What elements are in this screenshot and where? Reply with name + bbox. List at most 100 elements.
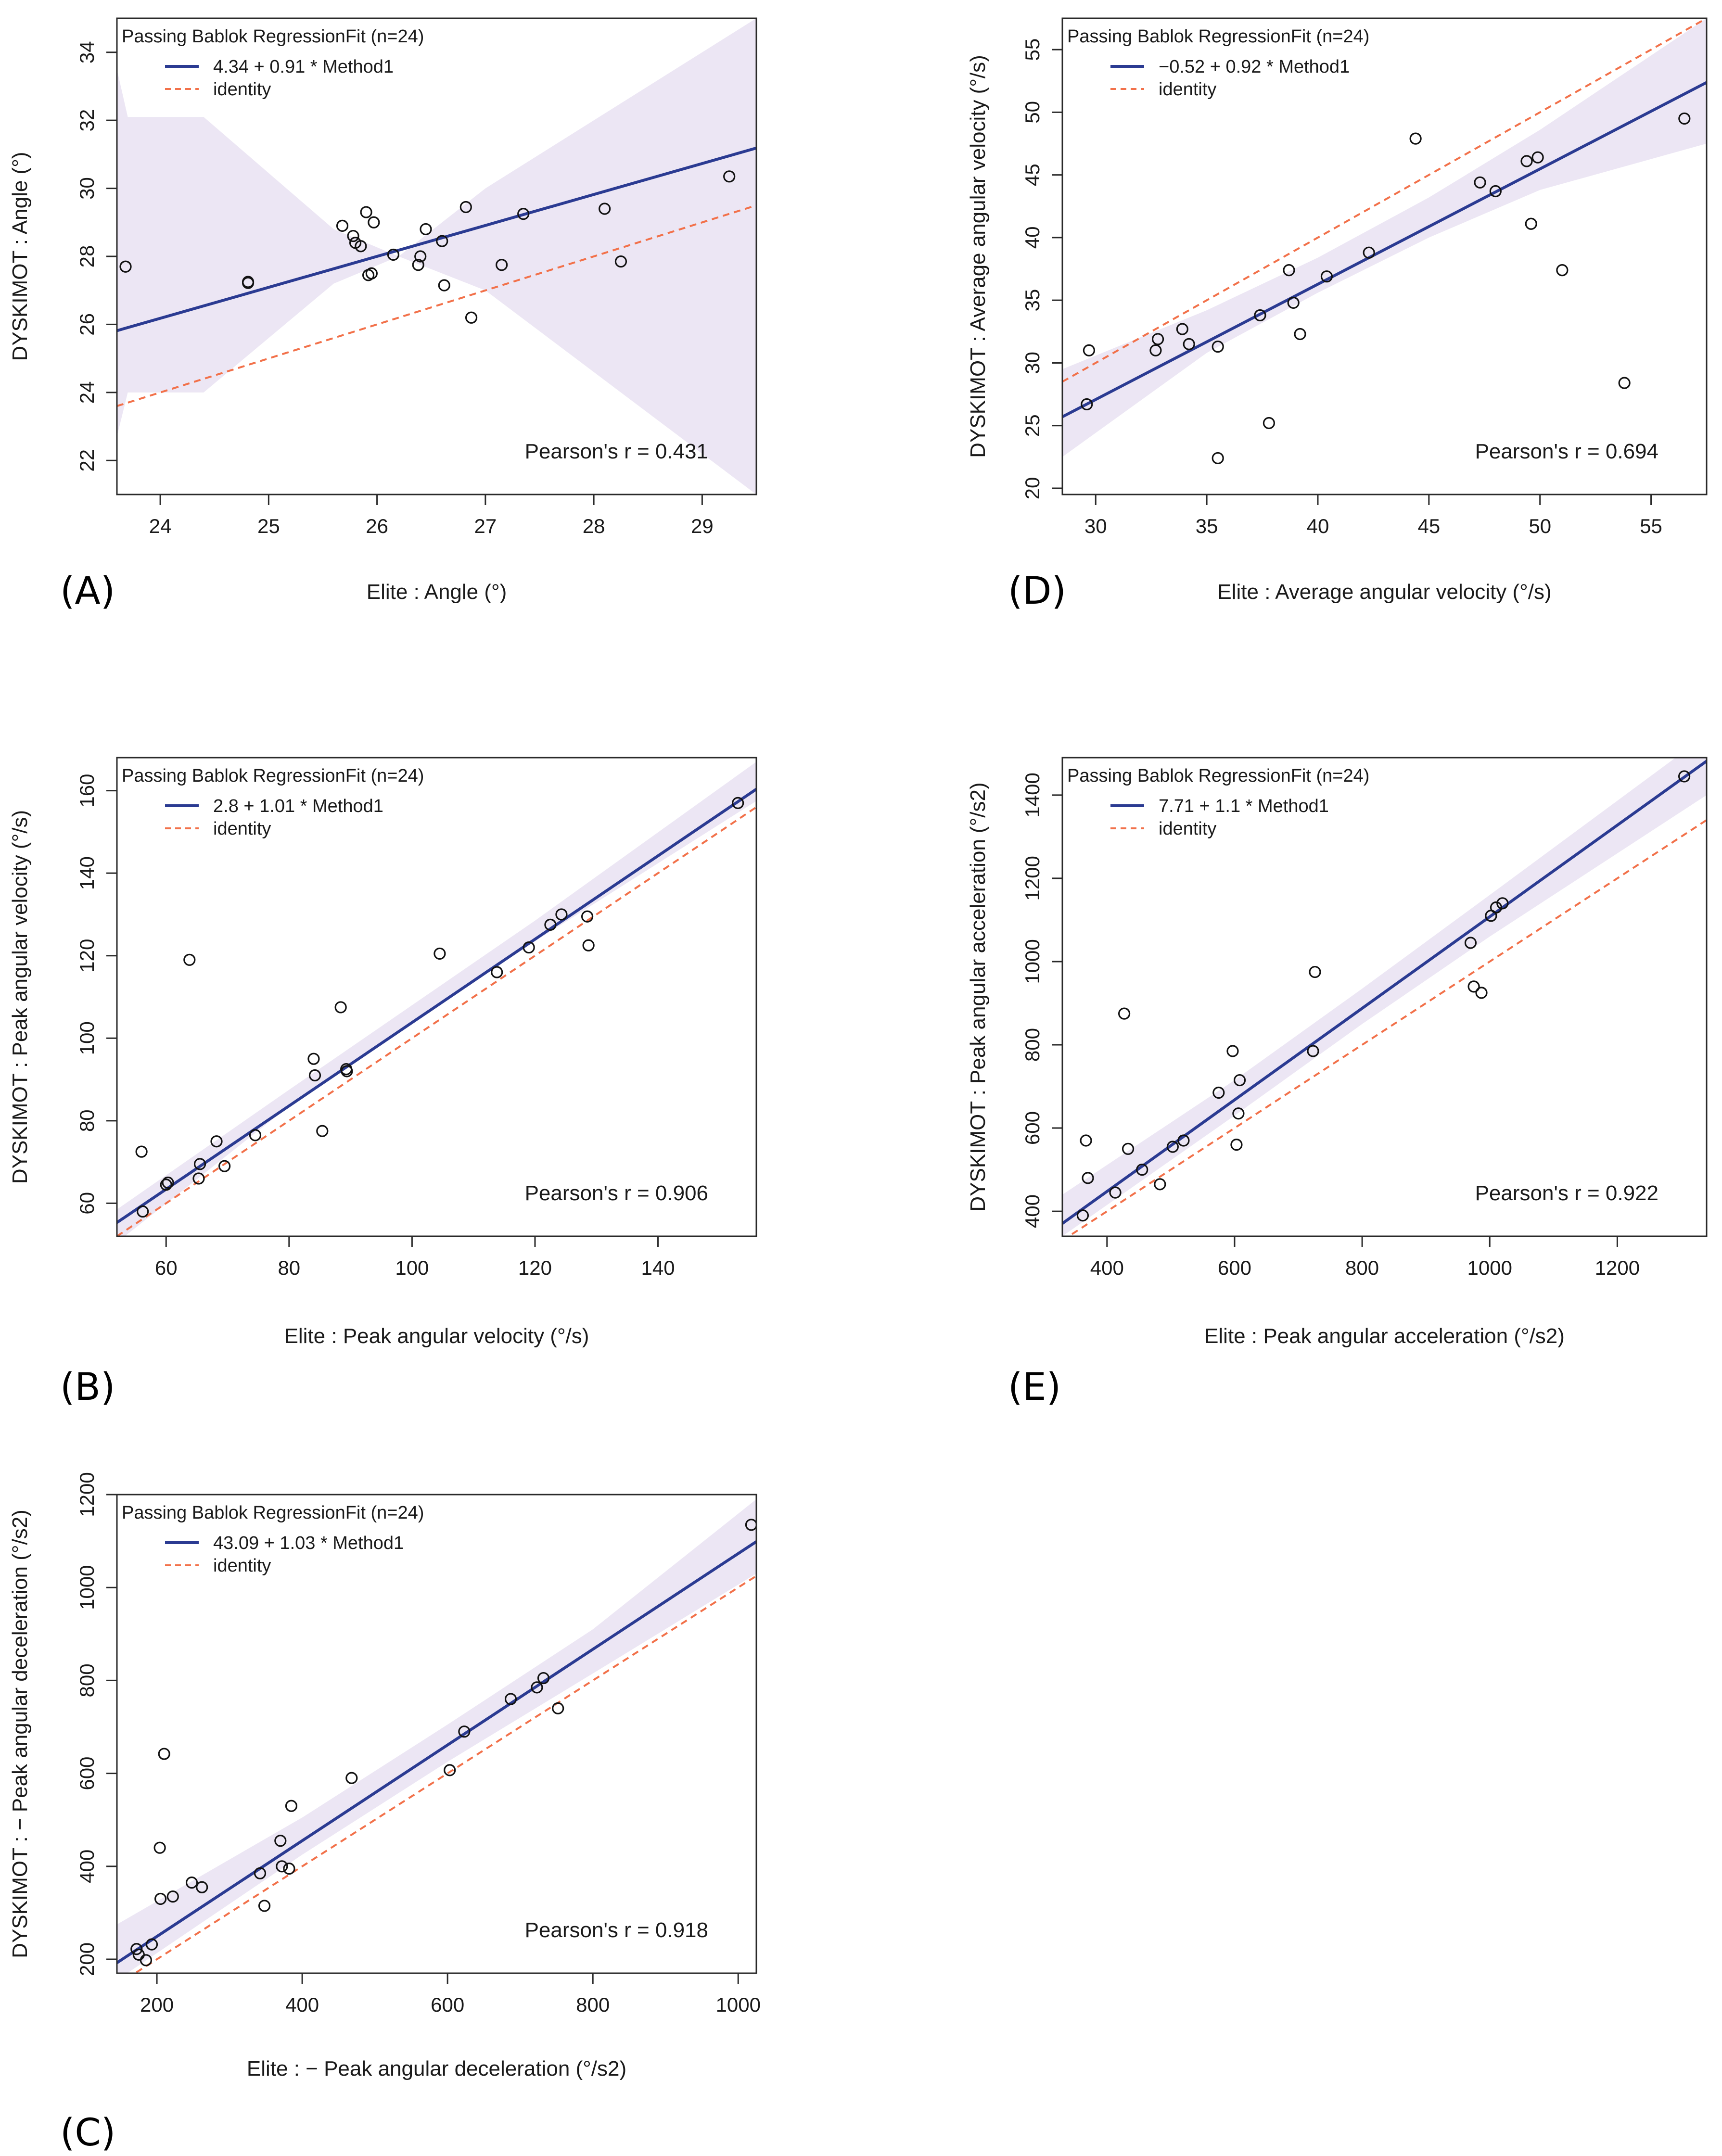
x-tick-label: 29 [691,515,714,537]
y-tick-label: 30 [1021,352,1044,374]
data-point [1409,132,1422,145]
plot-area [117,761,756,1236]
y-tick-label: 60 [76,1192,98,1215]
y-tick-label: 34 [76,41,98,63]
data-point [242,277,255,289]
plot-frame [116,1494,757,1974]
data-point [1678,112,1691,125]
data-point [368,216,380,228]
data-point [1618,377,1631,389]
data-point [274,1835,287,1847]
data-point [544,918,557,931]
panel-letter: (C) [60,2111,115,2155]
data-point [1490,901,1503,914]
y-tick-label: 600 [76,1757,98,1790]
data-point [276,1860,288,1873]
x-tick-label: 45 [1417,515,1440,537]
data-point [531,1681,543,1694]
data-point [552,1702,564,1714]
y-tick-label: 400 [76,1850,98,1883]
x-tick-label: 400 [1090,1256,1124,1279]
legend: Passing Bablok RegressionFit (n=24) 2.8 +… [122,766,424,839]
x-axis-title: Elite : Peak angular velocity (°/s) [284,1324,589,1348]
x-tick-label: 60 [155,1256,178,1279]
data-point [336,219,349,232]
data-point [1177,1134,1190,1147]
data-point [154,1892,167,1905]
data-point [355,240,367,253]
legend-fit-label: 4.34 + 0.91 * Method1 [213,57,394,77]
data-point [1525,217,1537,230]
y-axis-title: DYSKIMOT : Average angular velocity (°/s… [966,55,990,458]
data-point [517,208,530,220]
legend-title: Passing Bablok RegressionFit (n=24) [1067,26,1369,47]
y-tick-label: 25 [1021,414,1044,437]
data-point [210,1135,223,1148]
x-tick-label: 26 [366,515,388,537]
data-point [1294,328,1306,341]
data-point [1287,296,1300,309]
data-point [387,248,399,261]
data-point [1151,333,1164,345]
y-tick-label: 140 [76,856,98,890]
data-point [1083,344,1096,356]
data-point [582,939,595,951]
y-tick-label: 400 [1021,1194,1044,1228]
legend: Passing Bablok RegressionFit (n=24) 7.71 … [1067,766,1369,839]
panel-letter: (A) [60,570,115,613]
legend-title: Passing Bablok RegressionFit (n=24) [1067,766,1369,786]
y-tick-label: 26 [76,313,98,336]
y-tick-label: 800 [76,1663,98,1697]
x-tick-label: 50 [1529,515,1551,537]
legend-identity-label: identity [213,1556,271,1576]
panel-B: 60 80 100 120 140 60 80 100 120 140 160 Elite : Pea… [8,757,757,1409]
y-tick-label: 1000 [76,1565,98,1610]
data-point [1226,1045,1239,1057]
plot-area [117,18,756,495]
x-tick-label: 25 [257,515,280,537]
data-point [599,203,611,215]
y-tick-label: 160 [76,774,98,808]
plot-frame [116,757,757,1237]
panel-D: 30 35 40 45 50 55 20 25 30 35 40 45 50 55 Elite : Aver… [966,17,1708,613]
data-point [160,1179,172,1191]
panel-C: 200 400 600 800 1000 200 400 600 800 1000 1200 Elit… [8,1472,761,2155]
legend-fit-label: −0.52 + 0.92 * Method1 [1159,57,1350,77]
legend-title: Passing Bablok RegressionFit (n=24) [122,1503,424,1523]
data-point [140,1954,153,1966]
data-point [414,250,427,263]
y-tick-label: 1200 [1021,856,1044,900]
data-point [1118,1007,1131,1020]
regression-fit-line [117,788,756,1224]
data-point [119,260,132,273]
data-point [285,1800,298,1812]
data-point [444,1764,456,1776]
data-point [1496,897,1509,910]
y-tick-label: 120 [76,939,98,973]
y-tick-label: 200 [76,1942,98,1976]
data-point [1520,155,1533,167]
panel-letter: (B) [60,1366,115,1409]
legend-fit-label: 7.71 + 1.1 * Method1 [1159,796,1329,816]
data-point [135,1145,148,1158]
data-point [158,1748,170,1760]
legend-fit-label: 2.8 + 1.01 * Method1 [213,796,383,816]
x-tick-label: 1200 [1595,1256,1640,1279]
plot-area [1062,758,1707,1236]
y-tick-label: 32 [76,109,98,132]
data-point [1212,340,1224,353]
x-axis-title: Elite : Average angular velocity (°/s) [1217,580,1551,604]
data-point [1309,965,1321,978]
legend: Passing Bablok RegressionFit (n=24) −0.52… [1067,26,1369,100]
y-tick-label: 55 [1021,38,1044,61]
x-tick-label: 600 [431,1993,464,2016]
data-point [192,1172,205,1185]
data-point [347,229,359,242]
data-point [496,259,508,271]
data-point [581,910,594,923]
x-axis-title: Elite : − Peak angular deceleration (°/s… [247,2057,626,2080]
regression-fit-line [1062,760,1707,1225]
data-point [334,1001,347,1014]
data-point [258,1900,271,1912]
data-point [193,1158,206,1170]
